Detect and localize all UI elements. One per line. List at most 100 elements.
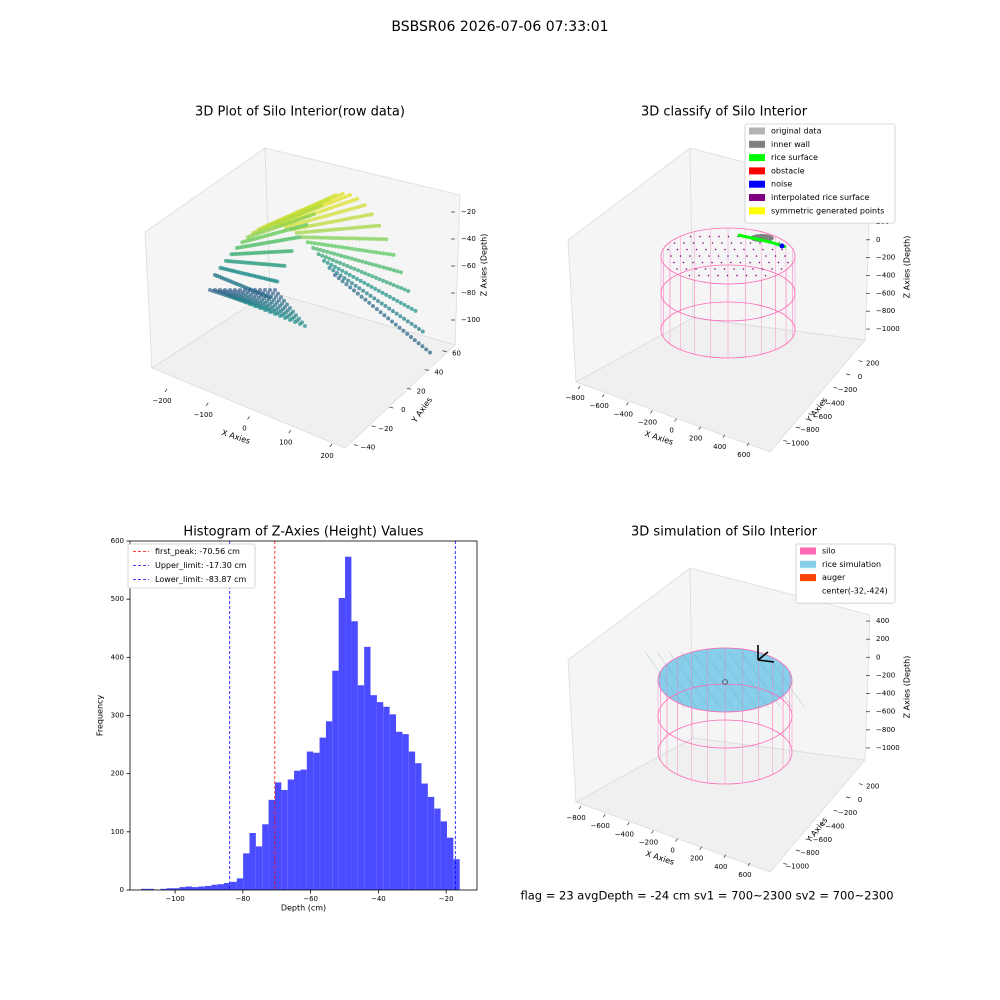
z-tick-label: −200 bbox=[876, 254, 895, 262]
point-decoration bbox=[692, 261, 694, 264]
point-decoration bbox=[391, 268, 396, 273]
point-decoration bbox=[349, 206, 354, 211]
x-tick-mark bbox=[625, 402, 629, 406]
point-decoration bbox=[381, 278, 386, 283]
y-tick-label: −1000 bbox=[785, 439, 809, 447]
bar bbox=[357, 685, 365, 890]
point-decoration bbox=[354, 236, 359, 241]
bar bbox=[306, 751, 314, 890]
pane bbox=[575, 737, 866, 873]
point-decoration bbox=[361, 288, 366, 293]
x-tick-mark bbox=[674, 418, 677, 422]
point-decoration bbox=[321, 214, 326, 219]
point-decoration bbox=[268, 288, 272, 292]
point-decoration bbox=[736, 274, 738, 277]
point-decoration bbox=[380, 290, 385, 295]
point-decoration bbox=[781, 248, 783, 251]
point-decoration bbox=[315, 216, 320, 221]
point-decoration bbox=[401, 328, 406, 333]
point-decoration bbox=[243, 288, 247, 292]
point-decoration bbox=[324, 228, 329, 233]
x-tick-mark bbox=[288, 430, 292, 434]
legend-label: inner wall bbox=[771, 140, 810, 149]
silo-ring-decoration bbox=[657, 647, 793, 713]
point-decoration bbox=[322, 242, 327, 247]
point-decoration bbox=[328, 250, 333, 255]
point-decoration bbox=[322, 258, 327, 263]
point-decoration bbox=[340, 209, 345, 214]
x-tick-mark bbox=[650, 410, 653, 414]
point-decoration bbox=[692, 242, 695, 244]
bar bbox=[383, 706, 390, 890]
point-decoration bbox=[409, 306, 414, 311]
x-tick-label: −200 bbox=[152, 397, 171, 405]
point-decoration bbox=[337, 218, 342, 223]
point-decoration bbox=[300, 320, 304, 325]
y-tick-label: −600 bbox=[813, 413, 832, 421]
point-decoration bbox=[362, 280, 367, 285]
point-decoration bbox=[280, 301, 284, 306]
point-decoration bbox=[342, 254, 347, 259]
bar bbox=[446, 837, 454, 890]
legend-label: noise bbox=[771, 180, 792, 189]
bar bbox=[204, 885, 212, 890]
y-tick-mark bbox=[858, 360, 863, 363]
point-decoration bbox=[327, 265, 332, 270]
y-tick-label: −20 bbox=[378, 425, 393, 433]
point-decoration bbox=[327, 201, 331, 206]
point-decoration bbox=[331, 268, 336, 273]
bar bbox=[434, 808, 441, 890]
point-decoration bbox=[352, 266, 357, 271]
rice-mesh-decoration bbox=[644, 651, 686, 709]
bar bbox=[300, 769, 307, 890]
legend-label: symmetric generated points bbox=[771, 206, 884, 215]
point-decoration bbox=[384, 266, 389, 271]
legend-label: interpolated rice surface bbox=[771, 193, 869, 202]
y-tick-label: −800 bbox=[800, 849, 819, 857]
point-decoration bbox=[682, 261, 685, 264]
point-decoration bbox=[349, 281, 354, 286]
z-tick-label: 0 bbox=[876, 653, 880, 661]
point-decoration bbox=[325, 260, 330, 265]
point-decoration bbox=[387, 306, 392, 311]
z-tick-label: −600 bbox=[876, 289, 895, 297]
point-decoration bbox=[382, 313, 387, 318]
legend-box bbox=[744, 123, 896, 224]
point-decoration bbox=[314, 246, 319, 251]
point-decoration bbox=[360, 214, 365, 219]
point-decoration bbox=[330, 258, 335, 263]
point-decoration bbox=[714, 268, 716, 270]
point-decoration bbox=[784, 255, 786, 257]
x-tick-label: −80 bbox=[235, 895, 250, 903]
z-tick-label: −800 bbox=[876, 726, 895, 734]
point-decoration bbox=[320, 253, 325, 258]
point-decoration bbox=[339, 196, 343, 201]
point-decoration bbox=[688, 274, 691, 277]
point-decoration bbox=[388, 281, 393, 286]
point-decoration bbox=[370, 224, 375, 229]
point-decoration bbox=[333, 199, 337, 203]
rice-mesh-decoration bbox=[752, 651, 794, 709]
point-decoration bbox=[762, 248, 764, 251]
y-tick-label: 60 bbox=[452, 350, 461, 358]
point-decoration bbox=[761, 268, 764, 270]
x-tick-mark bbox=[722, 434, 726, 439]
point-decoration bbox=[787, 261, 789, 264]
point-decoration bbox=[720, 261, 723, 264]
point-decoration bbox=[331, 227, 336, 232]
point-decoration bbox=[386, 316, 391, 321]
point-decoration bbox=[344, 226, 349, 231]
point-decoration bbox=[346, 207, 351, 212]
bar bbox=[224, 883, 231, 890]
figure-title: BSBSR06 2026-07-06 07:33:01 bbox=[391, 19, 608, 35]
point-decoration bbox=[698, 274, 700, 277]
y-tick-label: 200 bbox=[866, 360, 879, 368]
point-decoration bbox=[290, 223, 295, 228]
y-tick-mark bbox=[795, 426, 800, 429]
point-decoration bbox=[391, 283, 396, 288]
point-decoration bbox=[752, 268, 754, 270]
point-decoration bbox=[319, 242, 324, 247]
point-decoration bbox=[340, 191, 345, 196]
rice-mesh-decoration bbox=[716, 651, 758, 709]
point-decoration bbox=[704, 268, 707, 270]
